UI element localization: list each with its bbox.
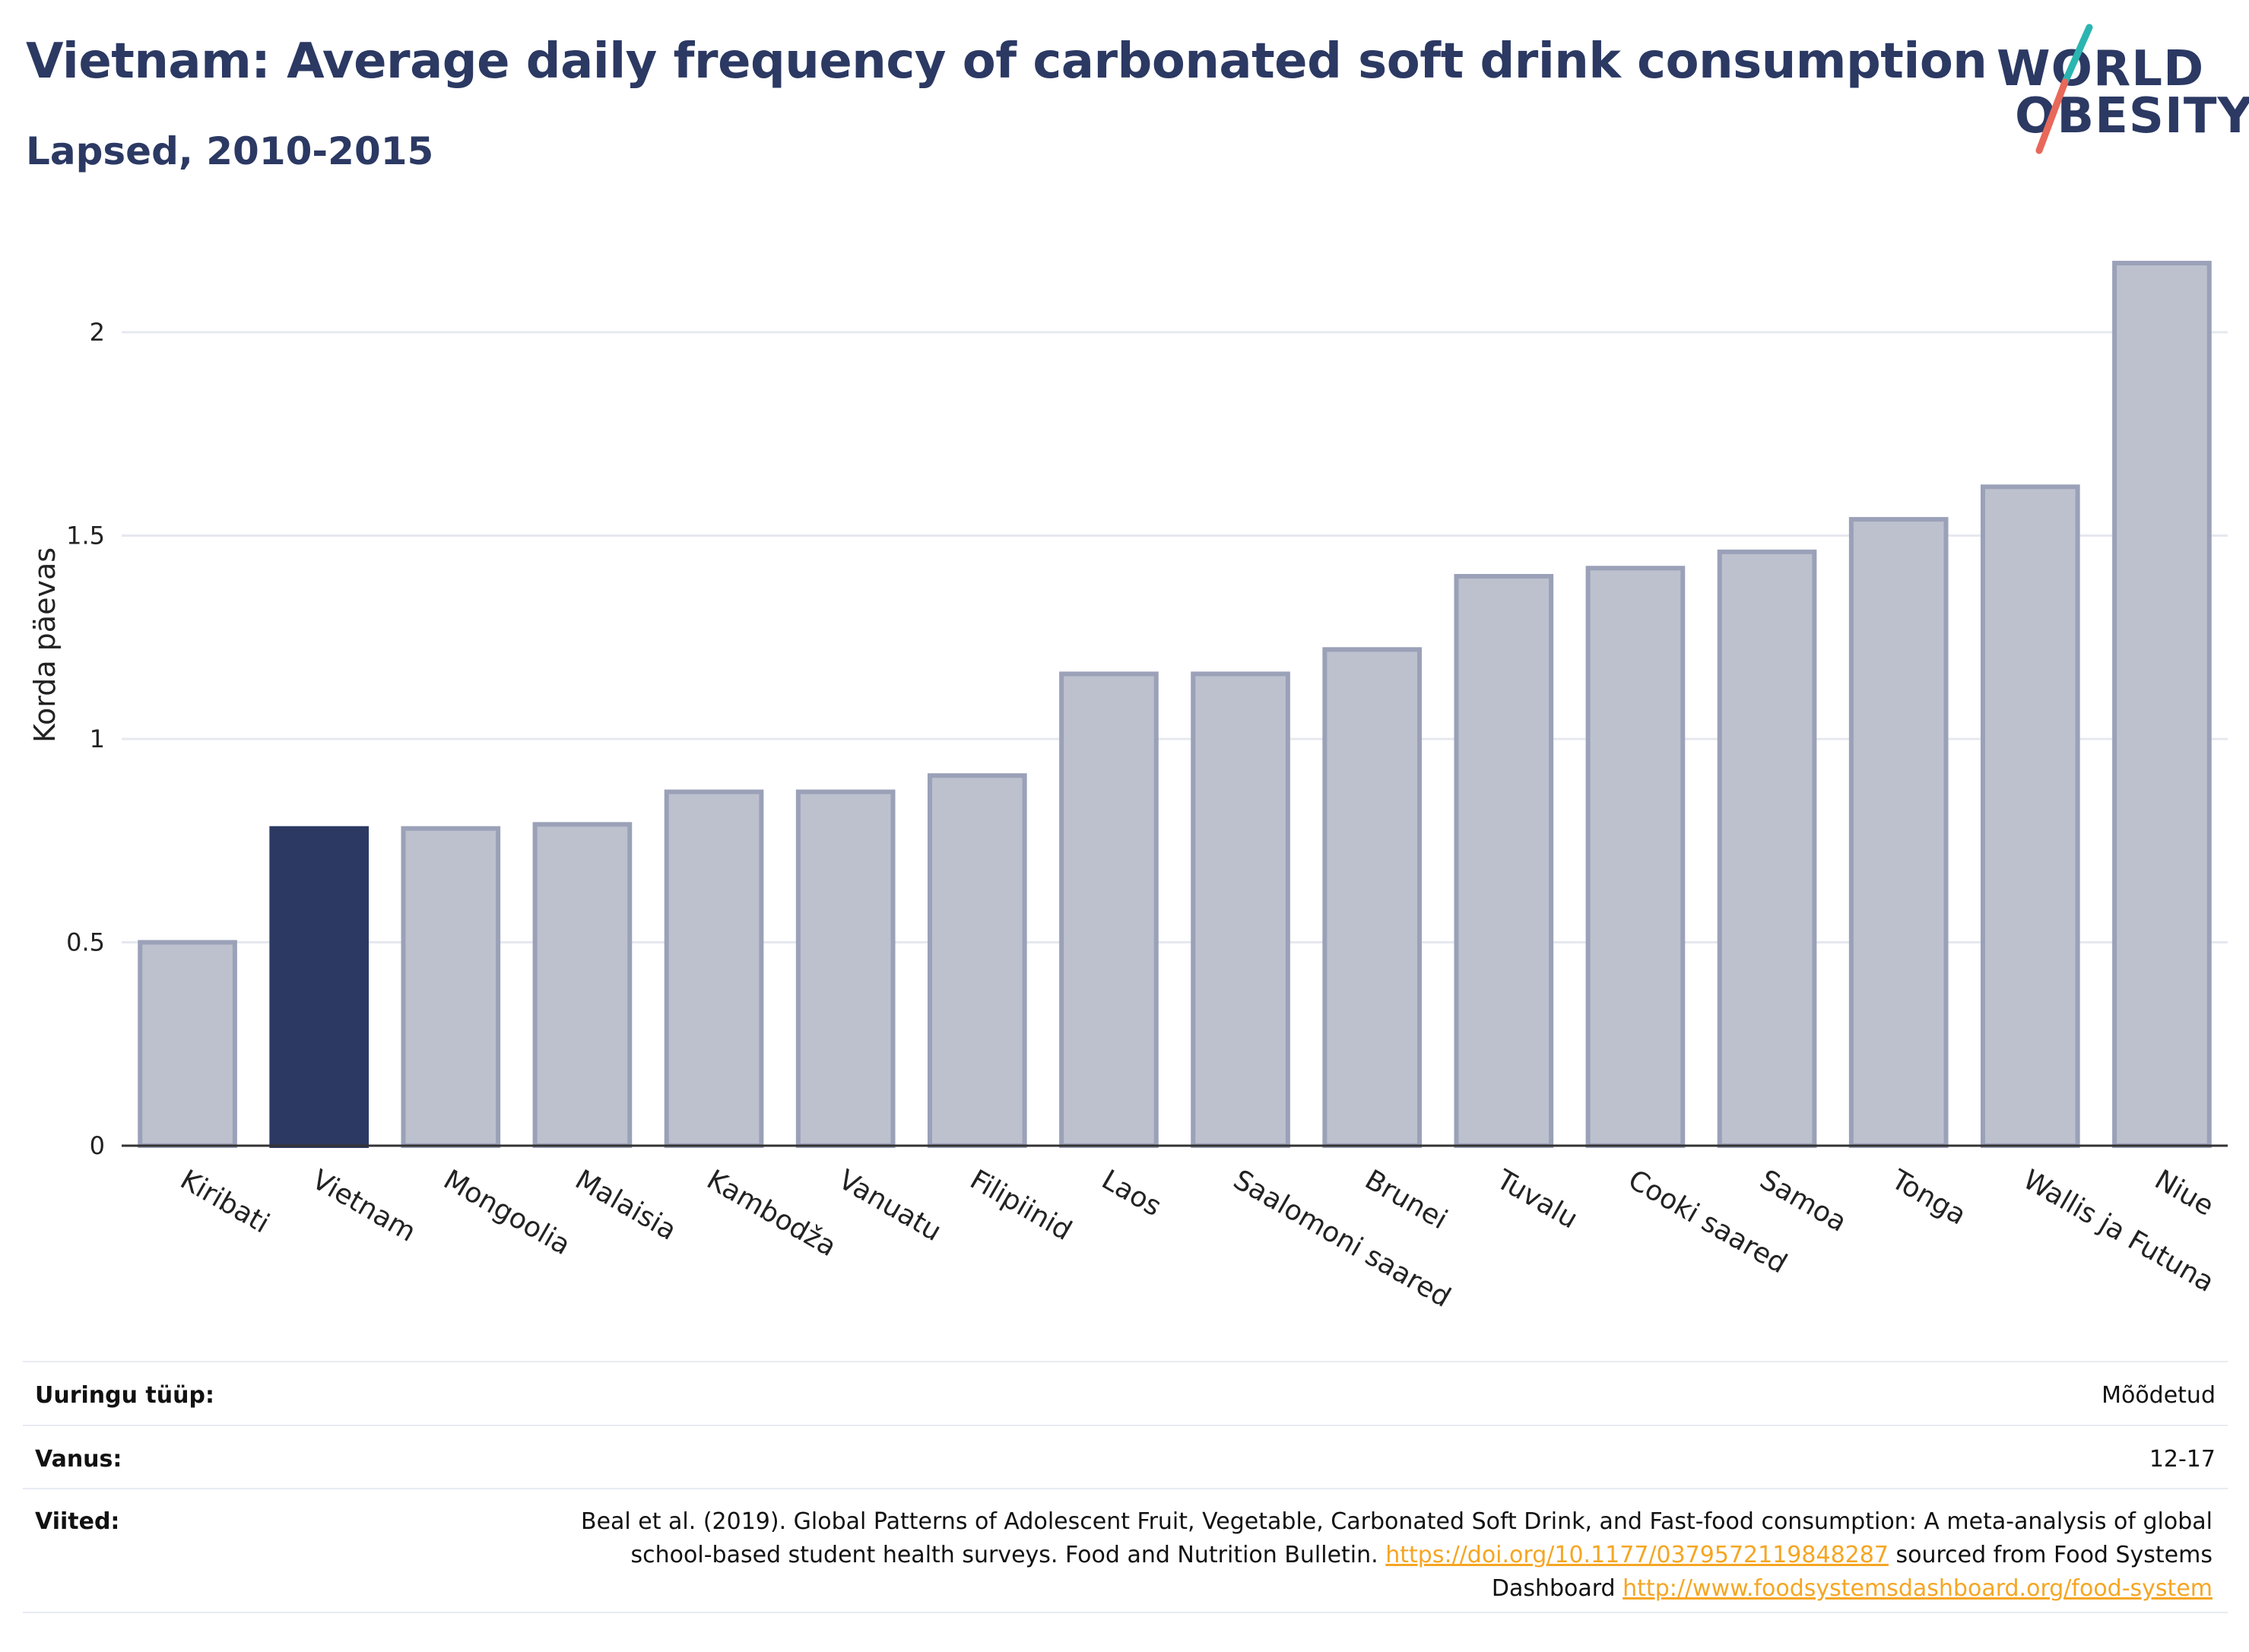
x-tick-label: Kiribati — [175, 1164, 274, 1239]
bar — [1454, 574, 1554, 1148]
bar — [138, 940, 237, 1148]
dashboard-link[interactable]: http://www.foodsystemsdashboard.org/food… — [1623, 1575, 2213, 1602]
chart-title: Vietnam: Average daily frequency of carb… — [26, 33, 1987, 90]
meta-divider — [23, 1488, 2228, 1489]
bar — [1848, 517, 1949, 1149]
refs-label: Viited: — [35, 1508, 120, 1535]
x-tick-label: Tuvalu — [1490, 1164, 1582, 1235]
bar — [1322, 647, 1423, 1148]
x-tick-label: Saalomoni saared — [1228, 1164, 1456, 1314]
bar — [1980, 484, 2080, 1148]
references-text: Beal et al. (2019). Global Patterns of A… — [540, 1505, 2213, 1606]
y-tick-label: 2 — [90, 318, 105, 347]
bar — [2112, 261, 2212, 1148]
ref-citation: Beal et al. (2019). Global Patterns of A… — [580, 1508, 2213, 1568]
survey-type-value: Mõõdetud — [2101, 1382, 2216, 1409]
y-tick-label: 0 — [90, 1131, 105, 1160]
bar — [269, 826, 370, 1148]
x-tick-label: Filipiinid — [965, 1164, 1077, 1247]
world-obesity-logo[interactable]: WORLD OBESITY — [1992, 21, 2249, 173]
x-tick-label: Niue — [2149, 1164, 2219, 1222]
y-tick-label: 1.5 — [66, 522, 105, 550]
bar — [1059, 671, 1159, 1148]
x-tick-label: Mongoolia — [438, 1164, 576, 1261]
bar — [1191, 671, 1290, 1148]
y-tick-label: 0.5 — [66, 928, 105, 957]
survey-type-label: Uuringu tüüp: — [35, 1382, 214, 1409]
x-tick-label: Samoa — [1755, 1164, 1852, 1238]
age-label: Vanus: — [35, 1446, 122, 1473]
bar — [795, 789, 896, 1148]
bar — [532, 822, 633, 1148]
x-tick-label: Brunei — [1359, 1164, 1452, 1235]
ref-source: sourced from Food Systems Dashboard — [1491, 1542, 2213, 1602]
bar — [1585, 566, 1686, 1148]
x-tick-label: Tonga — [1886, 1164, 1971, 1232]
x-tick-label: Kambodža — [702, 1164, 842, 1263]
x-tick-label: Vanuatu — [833, 1164, 947, 1248]
meta-divider — [23, 1612, 2228, 1613]
bar-chart: 0 0.5 1 1.5 2 Korda päevas Kiribati Vietnam Mong… — [28, 261, 2228, 1314]
bar — [1717, 549, 1817, 1148]
age-value: 12-17 — [2149, 1446, 2216, 1473]
bar — [401, 826, 501, 1148]
x-tick-label: Vietnam — [306, 1164, 420, 1248]
meta-divider — [23, 1361, 2228, 1362]
logo-word-world: WORLD — [1997, 41, 2205, 97]
bar — [927, 773, 1027, 1149]
meta-divider — [23, 1425, 2228, 1426]
chart-subtitle: Lapsed, 2010-2015 — [26, 129, 434, 173]
bar — [664, 789, 764, 1148]
x-tick-label: Malaisia — [569, 1164, 681, 1247]
y-tick-label: 1 — [90, 725, 105, 753]
logo-slash-icon — [2035, 24, 2093, 154]
x-tick-label: Laos — [1096, 1164, 1166, 1222]
doi-link[interactable]: https://doi.org/10.1177/0379572119848287 — [1385, 1542, 1889, 1568]
y-axis-label: Korda päevas — [28, 547, 62, 743]
